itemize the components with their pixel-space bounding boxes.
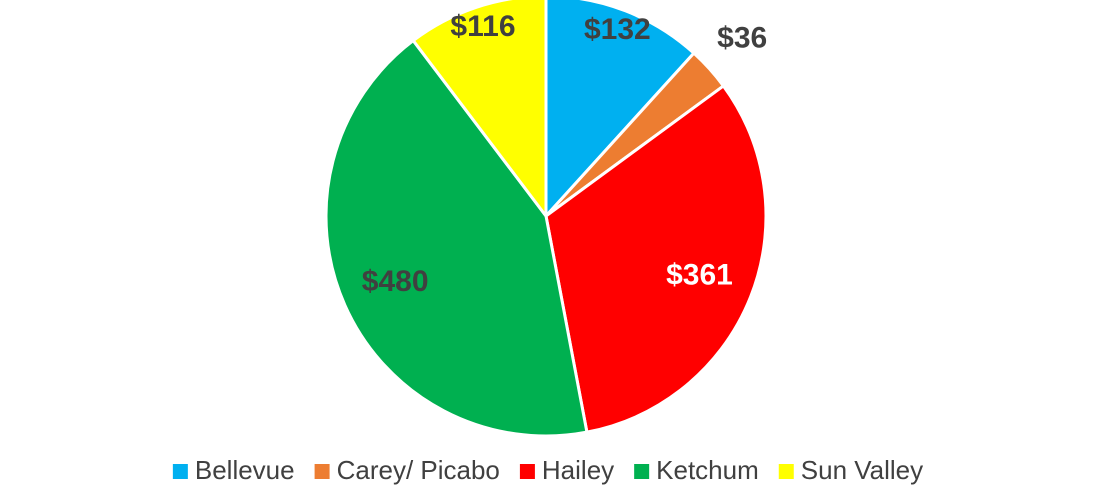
data-label: $361 [666, 258, 733, 291]
legend: Bellevue Carey/ Picabo Hailey Ketchum Sun Va… [172, 455, 923, 485]
pie-slice [324, 38, 589, 438]
legend-label: Carey/ Picabo [337, 455, 500, 485]
pie-slice [411, 0, 548, 221]
legend-swatch [172, 464, 188, 479]
legend-swatch [778, 464, 794, 479]
legend-swatch [519, 464, 535, 479]
legend-label: Ketchum [656, 455, 759, 485]
legend-swatch [314, 464, 330, 479]
legend-label: Hailey [542, 455, 614, 485]
legend-label: Bellevue [195, 455, 295, 485]
legend-label: Sun Valley [801, 455, 923, 485]
legend-swatch [634, 464, 650, 479]
pie-slice [544, 83, 768, 434]
data-label: $480 [362, 265, 429, 298]
data-label: $116 [450, 10, 515, 43]
data-label: $36 [717, 21, 767, 54]
pie [324, 0, 768, 438]
data-label: $132 [584, 13, 651, 46]
data-labels: $132 $36 $361 $480 $116 [362, 10, 767, 298]
pie-slice [544, 0, 697, 220]
